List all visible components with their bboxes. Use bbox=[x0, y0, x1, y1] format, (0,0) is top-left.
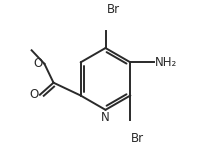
Text: N: N bbox=[101, 111, 110, 124]
Text: Br: Br bbox=[131, 132, 144, 145]
Text: O: O bbox=[29, 88, 38, 101]
Text: NH₂: NH₂ bbox=[154, 56, 177, 69]
Text: Br: Br bbox=[107, 3, 120, 16]
Text: O: O bbox=[33, 57, 43, 70]
